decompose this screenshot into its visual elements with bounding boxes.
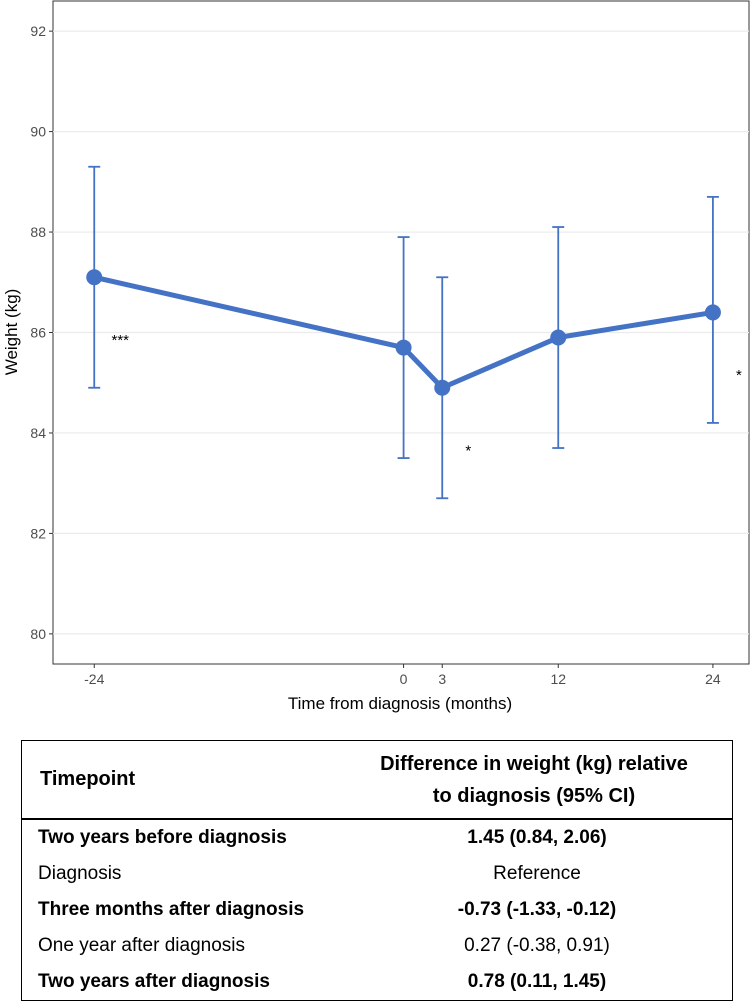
table-row: Three months after diagnosis -0.73 (-1.3…	[22, 892, 732, 928]
row-timepoint: One year after diagnosis	[38, 935, 246, 956]
y-tick-label: 84	[30, 425, 46, 441]
x-axis-title: Time from diagnosis (months)	[288, 694, 512, 713]
grid-lines	[53, 30, 749, 635]
header-difference-line2: to diagnosis (95% CI)	[432, 784, 636, 807]
x-tick-label: 12	[550, 671, 566, 687]
row-timepoint: Three months after diagnosis	[38, 899, 305, 920]
data-point	[434, 379, 451, 396]
x-axis-ticks: -24 0 3 12 24	[84, 664, 721, 687]
y-tick-label: 88	[30, 224, 46, 240]
header-difference: Difference in weight (kg) relative to di…	[342, 748, 732, 812]
significance-marker: *	[465, 442, 471, 459]
table-row: Two years after diagnosis 0.78 (0.11, 1.…	[22, 964, 732, 1000]
row-difference: Reference	[493, 863, 581, 884]
significance-marker: *	[736, 367, 742, 384]
y-axis-title: Weight (kg)	[2, 289, 21, 376]
data-point	[86, 269, 103, 286]
data-points	[86, 269, 721, 396]
x-tick-label: 0	[400, 671, 408, 687]
y-axis-ticks: 80 82 84 86 88 90 92	[30, 23, 53, 642]
results-table: Timepoint Difference in weight (kg) rela…	[21, 740, 733, 1001]
row-timepoint: Diagnosis	[38, 863, 122, 884]
significance-marker: ***	[111, 332, 129, 349]
row-difference: 1.45 (0.84, 2.06)	[467, 827, 607, 848]
x-tick-label: -24	[84, 671, 104, 687]
y-tick-label: 90	[30, 124, 46, 140]
table-header: Timepoint Difference in weight (kg) rela…	[22, 741, 732, 820]
header-timepoint: Timepoint	[40, 768, 136, 790]
y-tick-label: 80	[30, 626, 46, 642]
data-point	[395, 339, 412, 356]
y-tick-label: 92	[30, 23, 46, 39]
row-timepoint: Two years before diagnosis	[38, 827, 287, 848]
row-timepoint: Two years after diagnosis	[38, 971, 270, 992]
y-tick-label: 82	[30, 525, 46, 541]
table-row: Two years before diagnosis 1.45 (0.84, 2…	[22, 820, 732, 856]
row-difference: -0.73 (-1.33, -0.12)	[457, 899, 617, 920]
x-tick-label: 24	[705, 671, 721, 687]
x-tick-label: 3	[438, 671, 446, 687]
row-difference: 0.27 (-0.38, 0.91)	[464, 935, 610, 956]
significance-markers: *****	[111, 332, 742, 460]
data-point	[704, 304, 721, 321]
data-point	[550, 329, 567, 346]
y-tick-label: 86	[30, 325, 46, 341]
table-row: One year after diagnosis 0.27 (-0.38, 0.…	[22, 928, 732, 964]
header-difference-line1: Difference in weight (kg) relative	[380, 752, 688, 775]
row-difference: 0.78 (0.11, 1.45)	[467, 971, 607, 992]
table-row: Diagnosis Reference	[22, 856, 732, 892]
